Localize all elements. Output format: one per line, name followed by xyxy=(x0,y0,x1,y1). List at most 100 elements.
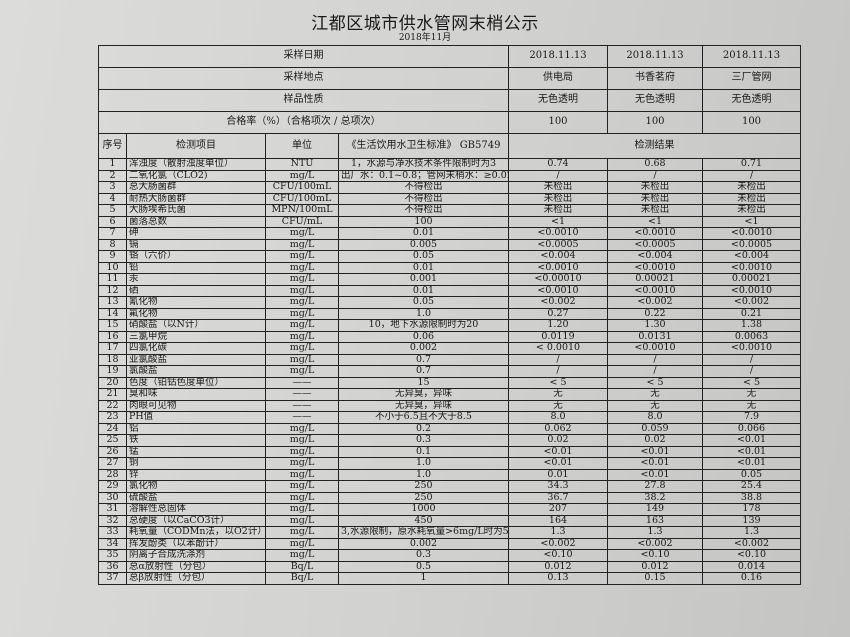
result-cell-1: 0.02 xyxy=(508,434,608,447)
table-row: 37 总β放射性（分包） Bq/L 1 0.13 0.15 0.16 xyxy=(98,572,801,585)
result-cell-3: 未检出 xyxy=(702,192,801,205)
item-cell: 总大肠菌群 xyxy=(126,181,266,194)
header-row: 采样地点 供电局 书香茗府 三厂管网 xyxy=(98,67,801,90)
item-cell: 氯化物 xyxy=(126,480,266,493)
header-value: 100 xyxy=(607,111,703,134)
table-row: 28 锌 mg/L 1.0 0.01 <0.01 0.05 xyxy=(98,468,801,481)
standard-cell: 1000 xyxy=(338,503,509,516)
header-value: 100 xyxy=(702,111,801,134)
result-cell-1: / xyxy=(508,169,608,182)
seq-cell: 36 xyxy=(98,560,127,573)
item-cell: 镉 xyxy=(126,238,266,251)
document-subtitle: 2018年11月 xyxy=(398,33,452,43)
unit-cell: mg/L xyxy=(265,319,339,332)
standard-cell: 15 xyxy=(338,376,509,389)
table-row: 25 铁 mg/L 0.3 0.02 0.02 <0.01 xyxy=(98,434,801,447)
standard-cell: 0.7 xyxy=(338,365,509,378)
column-header-row: 序号 检测项目 单位 《生活饮用水卫生标准》 GB5749 检测结果 xyxy=(98,133,801,159)
item-cell: 汞 xyxy=(126,273,266,286)
result-cell-1: 未检出 xyxy=(508,204,608,217)
result-cell-2: 163 xyxy=(607,514,703,527)
result-cell-3: <0.01 xyxy=(702,445,801,458)
result-cell-1: 34.3 xyxy=(508,480,608,493)
result-cell-2: <0.0010 xyxy=(607,342,703,355)
seq-cell: 25 xyxy=(98,434,127,447)
result-cell-3: 0.05 xyxy=(702,468,801,481)
result-cell-2: 27.8 xyxy=(607,480,703,493)
unit-cell: mg/L xyxy=(265,514,339,527)
standard-cell: 0.002 xyxy=(338,342,509,355)
result-cell-3: 1.38 xyxy=(702,319,801,332)
unit-cell: CFU/mL xyxy=(265,215,339,228)
unit-cell: NTU xyxy=(265,158,339,171)
result-cell-2: 无 xyxy=(607,388,703,401)
standard-cell: 1.0 xyxy=(338,468,509,481)
table-row: 3 总大肠菌群 CFU/100mL 不得检出 未检出 未检出 未检出 xyxy=(98,181,801,194)
result-cell-1: 164 xyxy=(508,514,608,527)
result-cell-1: 1.20 xyxy=(508,319,608,332)
seq-cell: 37 xyxy=(98,572,127,585)
seq-cell: 32 xyxy=(98,514,127,527)
result-cell-1: 1.3 xyxy=(508,526,608,539)
standard-cell: 1 xyxy=(338,572,509,585)
result-cell-3: <0.0010 xyxy=(702,227,801,240)
result-cell-2: / xyxy=(607,365,703,378)
result-cell-1: <0.0005 xyxy=(508,238,608,251)
table-row: 17 四氯化碳 mg/L 0.002 < 0.0010 <0.0010 <0.0010 xyxy=(98,342,801,355)
column-header-standard: 《生活饮用水卫生标准》 GB5749 xyxy=(338,133,509,159)
unit-cell: mg/L xyxy=(265,250,339,263)
standard-cell: 0.01 xyxy=(338,227,509,240)
table-row: 22 肉眼可见物 —— 无异臭，异味无无无 xyxy=(98,399,801,412)
result-cell-1: 207 xyxy=(508,503,608,516)
item-cell: 铁 xyxy=(126,434,266,447)
result-cell-3: <0.10 xyxy=(702,549,801,562)
header-value: 2018.11.13 xyxy=(702,45,801,68)
standard-cell: 0.01 xyxy=(338,284,509,297)
seq-cell: 1 xyxy=(98,158,127,171)
result-cell-2: / xyxy=(607,353,703,366)
seq-cell: 9 xyxy=(98,250,127,263)
item-cell: 挥发酚类（以苯酚计） xyxy=(126,537,266,550)
unit-cell: mg/L xyxy=(265,445,339,458)
result-cell-2: 0.68 xyxy=(607,158,703,171)
table-row: 5 大肠埃希氏菌 MPN/100mL 不得检出 未检出 未检出 未检出 xyxy=(98,204,801,217)
unit-cell: mg/L xyxy=(265,526,339,539)
header-label: 合格率（%）（合格项次 / 总项次） xyxy=(98,111,509,134)
seq-cell: 24 xyxy=(98,422,127,435)
result-cell-1: <0.002 xyxy=(508,296,608,309)
result-cell-1: 0.74 xyxy=(508,158,608,171)
seq-cell: 16 xyxy=(98,330,127,343)
item-cell: 锌 xyxy=(126,468,266,481)
table-row: 13 氰化物 mg/L 0.05 <0.002 <0.002 <0.002 xyxy=(98,296,801,309)
column-header-results: 检测结果 xyxy=(508,133,801,159)
seq-cell: 15 xyxy=(98,319,127,332)
standard-cell: 无异臭，异味 xyxy=(338,399,509,412)
standard-cell: 0.1 xyxy=(338,445,509,458)
table-row: 26 锰 mg/L 0.1 <0.01 <0.01 <0.01 xyxy=(98,445,801,458)
item-cell: 溶解性总固体 xyxy=(126,503,266,516)
result-cell-1: <1 xyxy=(508,215,608,228)
result-cell-2: 0.059 xyxy=(607,422,703,435)
table-row: 12 硒 mg/L 0.01 <0.0010 <0.0010 <0.0010 xyxy=(98,284,801,297)
item-cell: 总硬度（以CaCO3计） xyxy=(126,514,266,527)
column-header-unit: 单位 xyxy=(265,133,339,159)
standard-cell: 不小于6.5且不大于8.5 xyxy=(338,411,509,424)
unit-cell: CFU/100mL xyxy=(265,181,339,194)
standard-cell: 0.01 xyxy=(338,261,509,274)
header-value: 无色透明 xyxy=(702,89,801,112)
seq-cell: 33 xyxy=(98,526,127,539)
result-cell-1: <0.0010 xyxy=(508,261,608,274)
result-cell-3: <0.0010 xyxy=(702,342,801,355)
item-cell: 铬（六价） xyxy=(126,250,266,263)
table-row: 6 菌落总数 CFU/mL 100 <1 <1 <1 xyxy=(98,215,801,228)
result-cell-3: 0.014 xyxy=(702,560,801,573)
result-cell-2: <0.01 xyxy=(607,457,703,470)
seq-cell: 19 xyxy=(98,365,127,378)
table-row: 19 氯酸盐 mg/L 0.7// / xyxy=(98,365,801,378)
seq-cell: 4 xyxy=(98,192,127,205)
standard-cell: 1.0 xyxy=(338,457,509,470)
result-cell-2: 未检出 xyxy=(607,204,703,217)
result-cell-1: <0.01 xyxy=(508,445,608,458)
seq-cell: 35 xyxy=(98,549,127,562)
table-row: 35 阴离子合成洗涤剂 mg/L 0.3 <0.10 <0.10 <0.10 xyxy=(98,549,801,562)
